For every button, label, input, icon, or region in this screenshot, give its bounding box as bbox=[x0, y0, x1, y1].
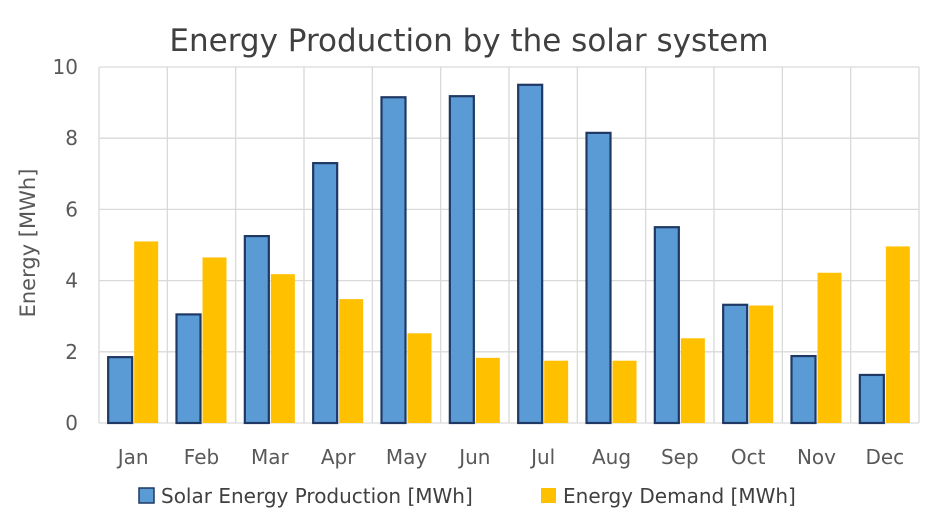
bars bbox=[107, 83, 910, 425]
x-tick-label: Mar bbox=[251, 445, 290, 469]
bar-production-mar bbox=[243, 235, 270, 425]
y-tick-label: 4 bbox=[65, 269, 78, 293]
x-tick-label: Jun bbox=[457, 445, 490, 469]
bar-demand-feb bbox=[202, 257, 227, 423]
bar-demand-sep bbox=[680, 338, 705, 423]
legend-swatch-production bbox=[138, 487, 155, 504]
y-axis-label: Energy [MWh] bbox=[16, 169, 40, 318]
bar-demand-apr bbox=[339, 299, 364, 423]
x-axis-ticks: Jan Feb Mar Apr May Jun Jul Aug Sep Oct Nov Dec bbox=[116, 445, 904, 469]
chart-title: Energy Production by the solar system bbox=[169, 23, 768, 59]
bar-production-jul bbox=[517, 83, 544, 425]
x-tick-label: Dec bbox=[865, 445, 904, 469]
y-tick-label: 0 bbox=[65, 411, 78, 435]
y-tick-label: 8 bbox=[65, 126, 78, 150]
x-tick-label: Oct bbox=[731, 445, 766, 469]
bar-demand-jan bbox=[134, 241, 159, 423]
bar-demand-jul bbox=[544, 360, 569, 423]
bar-demand-jun bbox=[475, 357, 500, 423]
legend-label-production: Solar Energy Production [MWh] bbox=[161, 484, 473, 508]
legend: Solar Energy Production [MWh] Energy Dema… bbox=[138, 484, 796, 508]
bar-production-oct bbox=[722, 303, 749, 425]
x-tick-label: Feb bbox=[184, 445, 219, 469]
bar-demand-dec bbox=[885, 246, 910, 423]
bar-demand-may bbox=[407, 333, 432, 423]
x-tick-label: Sep bbox=[661, 445, 699, 469]
x-tick-label: Apr bbox=[321, 445, 356, 469]
bar-production-aug bbox=[585, 131, 612, 425]
bar-demand-oct bbox=[749, 305, 774, 423]
bar-demand-aug bbox=[612, 360, 637, 423]
y-tick-label: 6 bbox=[65, 197, 78, 221]
bar-production-nov bbox=[790, 354, 817, 425]
legend-label-demand: Energy Demand [MWh] bbox=[563, 484, 796, 508]
y-tick-label: 2 bbox=[65, 340, 78, 364]
x-tick-label: Jul bbox=[529, 445, 555, 469]
gridlines bbox=[98, 66, 920, 424]
x-tick-label: May bbox=[386, 445, 428, 469]
bar-production-sep bbox=[653, 226, 680, 425]
bar-demand-nov bbox=[817, 272, 842, 423]
x-tick-label: Jan bbox=[116, 445, 149, 469]
x-tick-label: Aug bbox=[592, 445, 631, 469]
bar-production-dec bbox=[858, 373, 885, 425]
bar-demand-mar bbox=[270, 274, 295, 423]
legend-swatch-demand bbox=[541, 488, 556, 503]
y-tick-label: 10 bbox=[53, 55, 78, 79]
bar-production-feb bbox=[175, 313, 202, 425]
bar-production-apr bbox=[312, 162, 339, 425]
bar-production-jan bbox=[107, 356, 134, 425]
bar-production-may bbox=[380, 96, 407, 425]
y-axis-ticks: 0 2 4 6 8 10 bbox=[53, 55, 78, 435]
bar-production-jun bbox=[448, 95, 475, 425]
x-tick-label: Nov bbox=[797, 445, 836, 469]
